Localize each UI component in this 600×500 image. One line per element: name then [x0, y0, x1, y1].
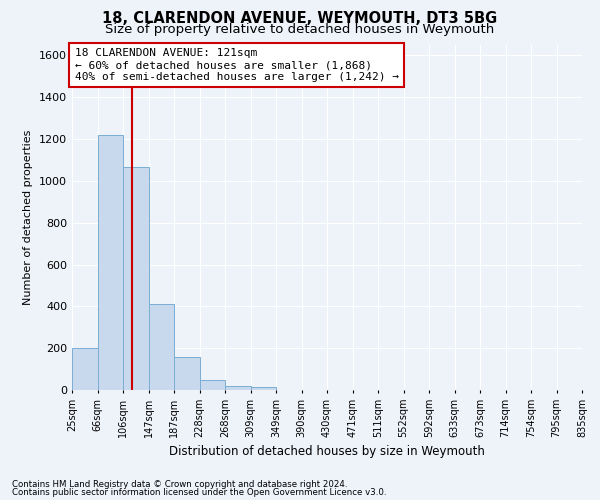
Bar — [225, 386, 251, 390]
X-axis label: Distribution of detached houses by size in Weymouth: Distribution of detached houses by size … — [169, 446, 485, 458]
Text: Size of property relative to detached houses in Weymouth: Size of property relative to detached ho… — [106, 22, 494, 36]
Text: 18 CLARENDON AVENUE: 121sqm
← 60% of detached houses are smaller (1,868)
40% of : 18 CLARENDON AVENUE: 121sqm ← 60% of det… — [74, 48, 398, 82]
Bar — [174, 356, 199, 390]
Bar — [97, 135, 123, 390]
Bar — [251, 388, 276, 390]
Text: 18, CLARENDON AVENUE, WEYMOUTH, DT3 5BG: 18, CLARENDON AVENUE, WEYMOUTH, DT3 5BG — [103, 11, 497, 26]
Y-axis label: Number of detached properties: Number of detached properties — [23, 130, 34, 305]
Text: Contains public sector information licensed under the Open Government Licence v3: Contains public sector information licen… — [12, 488, 386, 497]
Bar — [149, 304, 174, 390]
Bar — [72, 348, 97, 390]
Bar — [123, 168, 149, 390]
Bar — [199, 380, 225, 390]
Text: Contains HM Land Registry data © Crown copyright and database right 2024.: Contains HM Land Registry data © Crown c… — [12, 480, 347, 489]
